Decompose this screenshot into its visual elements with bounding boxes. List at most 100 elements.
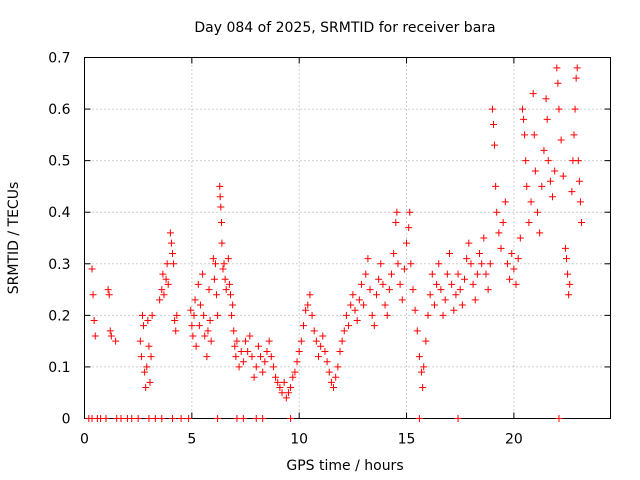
data-point <box>471 296 479 304</box>
data-point <box>514 255 522 263</box>
data-point <box>102 415 110 422</box>
data-point <box>570 131 578 139</box>
data-point <box>105 291 113 299</box>
data-point <box>143 363 151 371</box>
data-point <box>263 347 271 355</box>
y-tick-labels: 0 0.1 0.2 0.3 0.4 0.5 0.6 0.7 <box>48 51 70 428</box>
data-point <box>501 198 509 206</box>
data-point <box>411 306 419 314</box>
data-point <box>450 306 458 314</box>
data-point <box>415 353 423 361</box>
x-tick-label: 10 <box>290 432 308 448</box>
data-point <box>497 244 505 252</box>
data-point <box>551 167 559 175</box>
data-point <box>217 219 225 227</box>
data-point <box>454 270 462 278</box>
data-point <box>499 219 507 227</box>
data-point <box>205 286 213 294</box>
data-point <box>370 322 378 330</box>
data-point <box>428 270 436 278</box>
x-tick-labels: 0 5 10 15 20 <box>80 432 523 448</box>
data-point <box>267 353 275 361</box>
data-point <box>403 239 411 247</box>
data-point <box>310 327 318 335</box>
chart-title: Day 084 of 2025, SRMTID for receiver bar… <box>194 20 495 36</box>
data-point <box>214 311 222 319</box>
data-point <box>151 415 159 422</box>
data-point <box>555 105 563 113</box>
data-point <box>217 203 225 211</box>
data-point <box>308 311 316 319</box>
y-axis-label: SRMTID / TECUs <box>6 182 22 295</box>
data-point <box>104 286 112 294</box>
data-point <box>269 363 277 371</box>
data-point <box>467 260 475 268</box>
data-point <box>237 347 245 355</box>
data-point <box>299 322 307 330</box>
data-point <box>549 193 557 201</box>
data-point <box>156 296 164 304</box>
data-point <box>381 301 389 309</box>
data-point <box>557 136 565 144</box>
y-tick-label: 0.5 <box>48 154 70 170</box>
data-point <box>200 311 208 319</box>
data-point <box>272 373 280 381</box>
data-point <box>441 296 449 304</box>
plot-frame <box>84 57 611 419</box>
data-point <box>536 229 544 237</box>
data-point <box>250 373 258 381</box>
data-point <box>207 337 215 345</box>
data-point <box>572 74 580 82</box>
data-point <box>134 415 142 422</box>
data-point <box>349 291 357 299</box>
data-point <box>257 353 265 361</box>
data-point <box>239 415 247 422</box>
data-point <box>312 337 320 345</box>
data-point <box>340 327 348 335</box>
data-point <box>478 260 486 268</box>
data-point <box>366 286 374 294</box>
data-point <box>210 275 218 283</box>
data-point <box>480 234 488 242</box>
data-point <box>265 337 273 345</box>
data-point <box>422 337 430 345</box>
data-point <box>201 332 209 340</box>
data-point <box>145 415 153 422</box>
data-point <box>345 322 353 330</box>
data-point <box>106 327 114 335</box>
y-tick-label: 0.3 <box>48 257 70 273</box>
data-point <box>420 363 428 371</box>
data-point <box>518 105 526 113</box>
data-point <box>173 311 181 319</box>
data-point <box>368 311 376 319</box>
data-point <box>347 301 355 309</box>
data-point <box>252 363 260 371</box>
data-point <box>508 249 516 257</box>
y-tick-label: 0.6 <box>48 102 70 118</box>
data-points <box>85 64 586 422</box>
data-point <box>319 332 327 340</box>
data-point <box>448 280 456 288</box>
data-point <box>406 208 414 216</box>
data-point <box>473 270 481 278</box>
data-point <box>284 389 292 397</box>
data-point <box>128 415 136 422</box>
data-point <box>160 291 168 299</box>
data-point <box>188 322 196 330</box>
data-point <box>393 208 401 216</box>
data-point <box>287 415 295 422</box>
y-tick-label: 0.1 <box>48 360 70 376</box>
data-point <box>148 311 156 319</box>
data-point <box>525 219 533 227</box>
data-point <box>325 368 333 376</box>
data-point <box>578 219 586 227</box>
data-point <box>209 255 217 263</box>
data-point <box>360 301 368 309</box>
data-point <box>385 286 393 294</box>
data-point <box>332 373 340 381</box>
data-point <box>435 260 443 268</box>
data-point <box>278 389 286 397</box>
data-point <box>454 415 462 422</box>
data-point <box>375 275 383 283</box>
